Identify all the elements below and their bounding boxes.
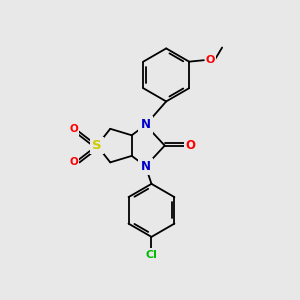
Text: N: N bbox=[141, 118, 151, 131]
Text: O: O bbox=[69, 124, 78, 134]
Text: S: S bbox=[92, 139, 102, 152]
Text: O: O bbox=[206, 55, 215, 65]
Text: O: O bbox=[186, 139, 196, 152]
Text: Cl: Cl bbox=[146, 250, 158, 260]
Text: N: N bbox=[141, 160, 151, 173]
Text: O: O bbox=[69, 157, 78, 167]
